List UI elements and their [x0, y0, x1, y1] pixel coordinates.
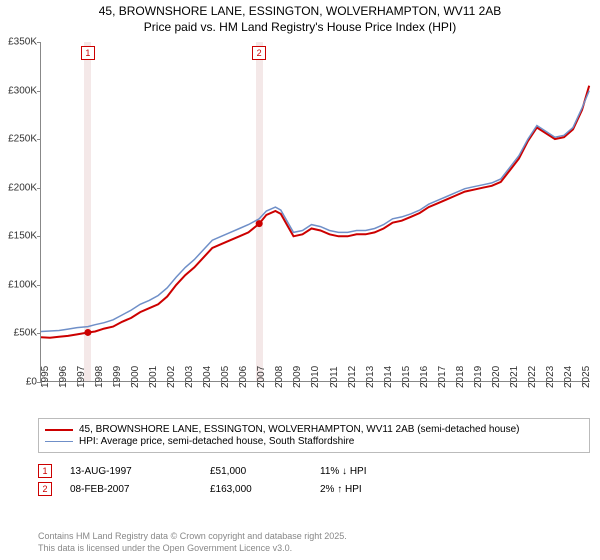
- sale-row-2: 2 08-FEB-2007£163,0002% ↑ HPI: [38, 482, 590, 496]
- sale-hpi-delta: 2% ↑ HPI: [320, 484, 430, 495]
- sale-marker-1: 1: [81, 46, 95, 60]
- legend-row: HPI: Average price, semi-detached house,…: [45, 436, 583, 447]
- chart-area: 12 £0£50K£100K£150K£200K£250K£300K£350K1…: [40, 42, 590, 412]
- y-axis-tick-label: £100K: [8, 279, 37, 290]
- y-axis-tick-label: £150K: [8, 231, 37, 242]
- plot-region: 12: [40, 42, 590, 382]
- sale-hpi-delta: 11% ↓ HPI: [320, 466, 430, 477]
- legend-label: 45, BROWNSHORE LANE, ESSINGTON, WOLVERHA…: [79, 424, 520, 435]
- y-axis-tick-label: £300K: [8, 85, 37, 96]
- y-axis-tick-label: £350K: [8, 37, 37, 48]
- x-axis-tick-label: 2025: [581, 366, 600, 388]
- sale-price: £163,000: [210, 484, 320, 495]
- chart-title-block: 45, BROWNSHORE LANE, ESSINGTON, WOLVERHA…: [0, 0, 600, 34]
- legend: 45, BROWNSHORE LANE, ESSINGTON, WOLVERHA…: [38, 418, 590, 453]
- sale-date: 08-FEB-2007: [70, 484, 210, 495]
- sale-row-1: 1 13-AUG-1997£51,00011% ↓ HPI: [38, 464, 590, 478]
- attribution-line2: This data is licensed under the Open Gov…: [38, 542, 590, 554]
- legend-swatch: [45, 429, 73, 431]
- attribution-line1: Contains HM Land Registry data © Crown c…: [38, 530, 590, 542]
- y-axis-tick-label: £0: [26, 377, 37, 388]
- sale-point-dot: [84, 329, 91, 336]
- y-axis-tick-label: £200K: [8, 182, 37, 193]
- title-line2: Price paid vs. HM Land Registry's House …: [0, 20, 600, 34]
- sale-point-dot: [256, 220, 263, 227]
- legend-row: 45, BROWNSHORE LANE, ESSINGTON, WOLVERHA…: [45, 424, 583, 435]
- sale-price: £51,000: [210, 466, 320, 477]
- sales-table: 1 13-AUG-1997£51,00011% ↓ HPI 2 08-FEB-2007…: [38, 460, 590, 500]
- series-hpi: [41, 91, 589, 332]
- series-price_paid: [41, 86, 589, 338]
- chart-lines: [41, 42, 591, 382]
- y-axis-tick-label: £250K: [8, 134, 37, 145]
- attribution: Contains HM Land Registry data © Crown c…: [38, 530, 590, 554]
- sale-marker-2: 2: [252, 46, 266, 60]
- title-line1: 45, BROWNSHORE LANE, ESSINGTON, WOLVERHA…: [0, 4, 600, 18]
- sale-date: 13-AUG-1997: [70, 466, 210, 477]
- legend-swatch: [45, 441, 73, 442]
- sale-marker-box: 2: [38, 482, 52, 496]
- y-axis-tick-label: £50K: [14, 328, 37, 339]
- legend-label: HPI: Average price, semi-detached house,…: [79, 436, 354, 447]
- sale-marker-box: 1: [38, 464, 52, 478]
